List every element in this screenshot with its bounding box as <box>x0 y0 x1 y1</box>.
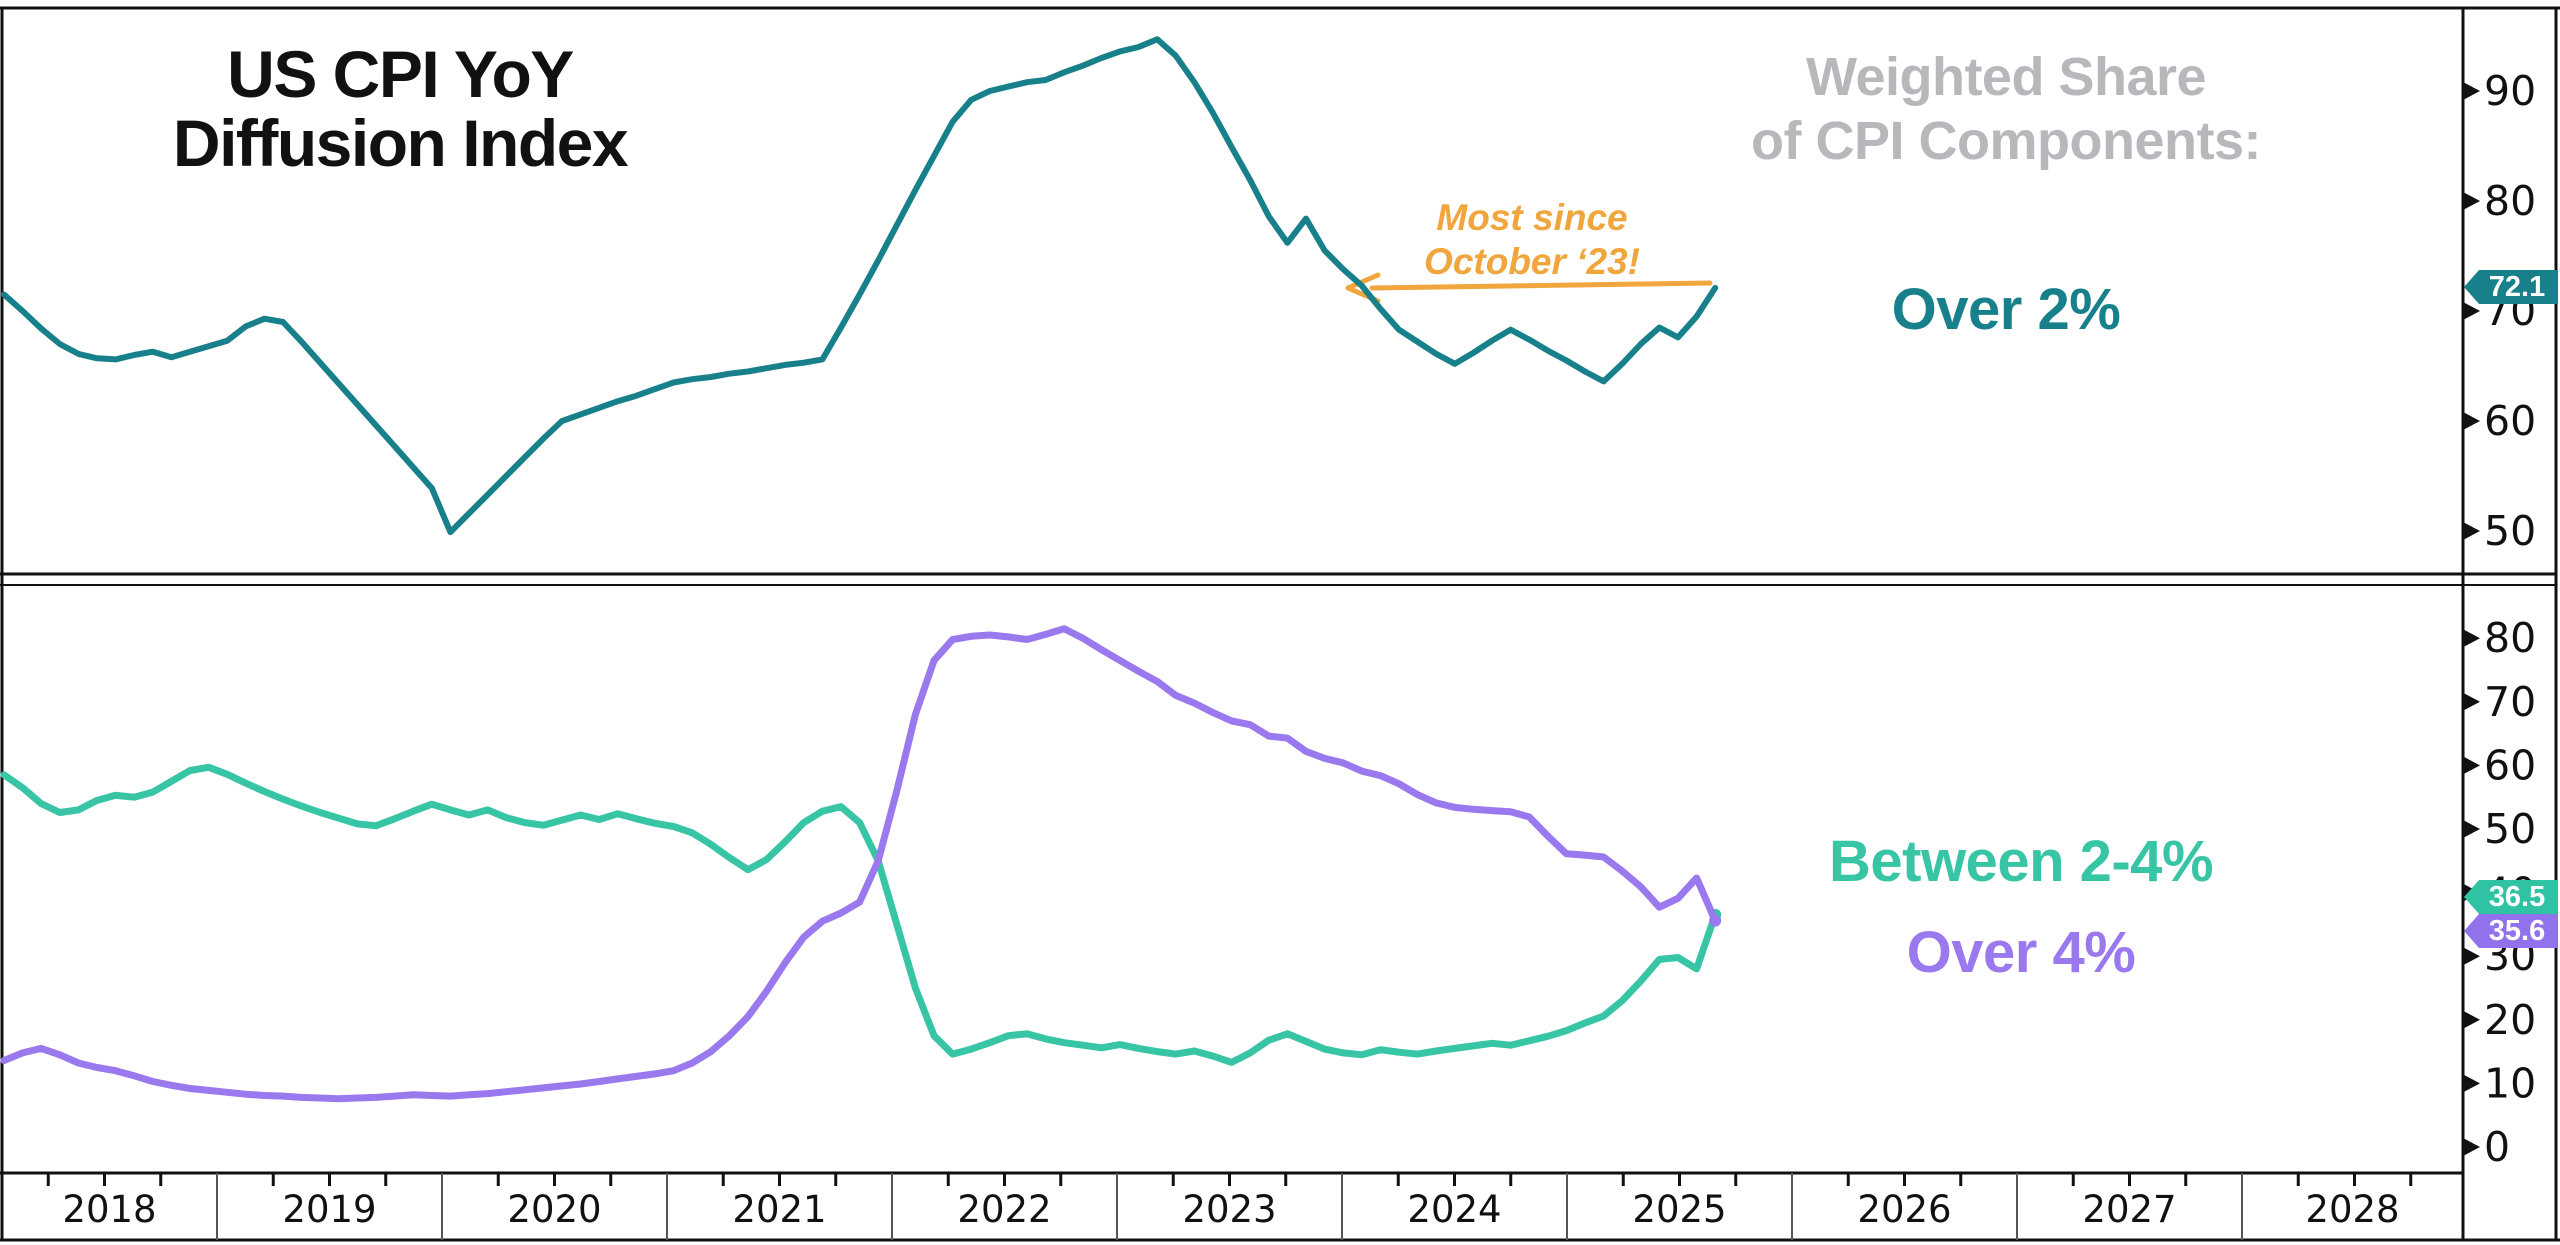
over2-series-label: Over 2% <box>1891 277 2121 342</box>
year-label: 2021 <box>732 1188 826 1231</box>
y-tick-arrow-bottom <box>2463 1138 2480 1156</box>
y-tick-arrow-top <box>2463 412 2480 430</box>
year-label: 2019 <box>282 1188 376 1231</box>
annotation-line-1: Most since <box>1436 197 1628 238</box>
y-tick-label-bottom: 50 <box>2484 805 2536 853</box>
y-tick-label-bottom: 20 <box>2484 996 2536 1044</box>
y-tick-label-top: 60 <box>2484 397 2536 445</box>
y-tick-label-bottom: 0 <box>2484 1123 2510 1171</box>
y-tick-arrow-bottom <box>2463 1010 2480 1029</box>
year-label: 2023 <box>1182 1188 1276 1231</box>
y-tick-label-top: 90 <box>2484 67 2536 115</box>
over2-value-badge-text: 72.1 <box>2488 270 2546 303</box>
most-since-annotation: Most since October ‘23! <box>1424 196 1640 283</box>
series-line-over4 <box>0 625 1719 1103</box>
weighted-share-heading-line-1: Weighted Share <box>1805 47 2207 107</box>
weighted-share-heading-line-2: of CPI Components: <box>1751 110 2261 171</box>
y-tick-arrow-top <box>2463 82 2480 100</box>
year-label: 2025 <box>1632 1188 1726 1231</box>
y-tick-label-top: 50 <box>2484 507 2536 555</box>
y-tick-arrow-bottom <box>2463 1074 2480 1093</box>
series-endpoint-over4 <box>1709 914 1722 927</box>
annotation-line-2: October ‘23! <box>1424 240 1640 282</box>
y-tick-label-top: 80 <box>2484 177 2536 225</box>
over4-value-badge-text: 35.6 <box>2488 914 2546 947</box>
chart-title-line-2: Diffusion Index <box>172 105 629 180</box>
over2-value-badge: 72.1 <box>2464 270 2558 304</box>
weighted-share-heading: Weighted Share of CPI Components: <box>1751 46 2261 173</box>
series-line-between24 <box>0 763 1719 1066</box>
series-line-over2 <box>1 36 1719 536</box>
between24-value-badge-text: 36.5 <box>2488 880 2546 913</box>
annotation-arrow-shaft <box>1369 280 1713 291</box>
y-tick-arrow-top <box>2463 192 2480 210</box>
y-tick-arrow-bottom <box>2463 947 2480 966</box>
year-label: 2022 <box>957 1188 1051 1231</box>
y-tick-arrow-top <box>2463 302 2480 320</box>
chart-title: US CPI YoY Diffusion Index <box>172 37 629 180</box>
chart-title-line-1: US CPI YoY <box>227 37 574 111</box>
y-tick-label-bottom: 10 <box>2484 1059 2536 1107</box>
year-label: 2028 <box>2305 1188 2399 1231</box>
year-label: 2027 <box>2082 1188 2176 1231</box>
y-tick-arrow-bottom <box>2463 692 2480 711</box>
year-label: 2018 <box>62 1188 156 1231</box>
y-tick-arrow-bottom <box>2463 820 2480 838</box>
y-tick-arrow-bottom <box>2463 756 2480 775</box>
y-tick-label-bottom: 70 <box>2484 678 2536 726</box>
y-tick-label-bottom: 80 <box>2484 614 2536 662</box>
over4-value-badge: 35.6 <box>2464 914 2558 948</box>
y-tick-arrow-bottom <box>2463 629 2480 648</box>
year-label: 2020 <box>507 1188 601 1231</box>
y-tick-arrow-top <box>2463 522 2480 540</box>
over4-series-label: Over 4% <box>1906 920 2136 985</box>
year-label: 2024 <box>1407 1188 1501 1231</box>
between24-value-badge: 36.5 <box>2464 880 2558 914</box>
between24-series-label: Between 2-4% <box>1828 829 2214 894</box>
y-tick-label-bottom: 60 <box>2484 741 2536 789</box>
annotation-arrowhead <box>1345 272 1381 291</box>
year-label: 2026 <box>1857 1188 1951 1231</box>
